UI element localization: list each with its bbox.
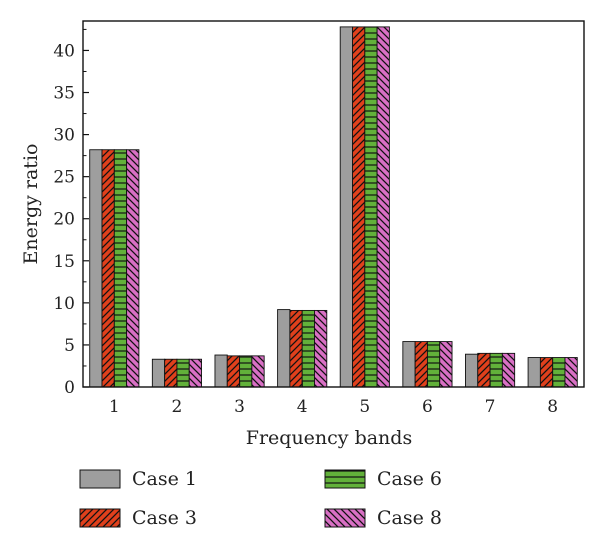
legend-swatch-case-8 [324, 508, 366, 528]
bar-case-8-band-8 [564, 357, 578, 388]
bar-case-1-band-8 [527, 357, 541, 388]
legend-item-case-8: Case 8 [324, 507, 442, 529]
bar-case-6-band-4 [301, 309, 315, 388]
legend-item-case-3: Case 3 [79, 507, 197, 529]
bar-case-1-band-2 [151, 358, 166, 388]
bar-case-3-band-1 [101, 149, 115, 388]
bar-case-3-band-2 [164, 358, 178, 388]
y-tick-label: 25 [53, 168, 75, 188]
legend-swatch-case-6 [324, 469, 366, 489]
bar-case-3-band-4 [289, 309, 303, 388]
bar-case-3-band-8 [539, 357, 554, 388]
legend: Case 1 Case 3 Case 6 Case 8 [79, 468, 442, 529]
bar-case-1-band-5 [339, 26, 353, 388]
plot-frame [82, 20, 585, 388]
x-tick-label: 7 [485, 397, 496, 417]
bar-case-1-band-4 [277, 309, 291, 388]
legend-swatch-case-3 [79, 508, 121, 528]
bar-case-8-band-7 [501, 352, 516, 388]
axes-layer: 0 5 10 15 20 25 30 35 40 1 2 3 4 5 6 7 8 [53, 20, 585, 417]
y-tick-label: 40 [53, 41, 75, 61]
bar-case-6-band-6 [426, 341, 441, 388]
x-axis-title: Frequency bands [246, 427, 412, 449]
y-tick-label: 15 [53, 252, 75, 272]
y-tick-label: 10 [53, 294, 75, 314]
y-tick-label: 0 [64, 378, 75, 398]
x-tick-label: 2 [172, 397, 183, 417]
bar-case-8-band-5 [376, 26, 390, 388]
bar-case-3-band-3 [226, 355, 241, 388]
y-tick-label: 35 [53, 84, 75, 104]
bar-case-6-band-3 [239, 355, 253, 388]
x-tick-label: 8 [547, 397, 558, 417]
bar-case-8-band-2 [188, 358, 202, 388]
x-tick-label: 5 [359, 397, 370, 417]
bar-case-3-band-6 [414, 341, 428, 388]
legend-item-case-6: Case 6 [324, 468, 442, 490]
bar-case-1-band-6 [402, 341, 416, 388]
legend-swatch-case-1 [79, 469, 121, 489]
bar-case-3-band-5 [352, 26, 366, 388]
bar-case-1-band-1 [89, 149, 103, 388]
bar-case-6-band-2 [176, 358, 190, 388]
legend-item-case-1: Case 1 [79, 468, 197, 490]
x-tick-label: 1 [109, 397, 120, 417]
y-tick-label: 20 [53, 210, 75, 230]
legend-label-case-6: Case 6 [377, 468, 442, 490]
y-tick-label: 5 [64, 336, 75, 356]
bar-case-6-band-7 [489, 352, 503, 388]
bar-case-6-band-5 [364, 26, 378, 388]
bars-layer [89, 26, 578, 388]
bar-case-8-band-6 [439, 341, 453, 388]
bar-case-3-band-7 [477, 352, 491, 388]
y-axis-title: Energy ratio [20, 144, 42, 265]
bar-case-8-band-3 [251, 355, 265, 388]
x-tick-label: 3 [234, 397, 245, 417]
legend-label-case-8: Case 8 [377, 507, 442, 529]
bar-case-6-band-8 [552, 357, 566, 388]
bar-case-6-band-1 [113, 149, 128, 388]
y-tick-label: 30 [53, 126, 75, 146]
x-tick-label: 4 [297, 397, 308, 417]
legend-label-case-3: Case 3 [132, 507, 197, 529]
bar-case-1-band-7 [465, 353, 479, 388]
x-tick-label: 6 [422, 397, 433, 417]
bar-case-1-band-3 [214, 354, 228, 388]
bar-case-8-band-1 [126, 149, 140, 388]
bar-case-8-band-4 [314, 309, 328, 388]
legend-label-case-1: Case 1 [132, 468, 197, 490]
